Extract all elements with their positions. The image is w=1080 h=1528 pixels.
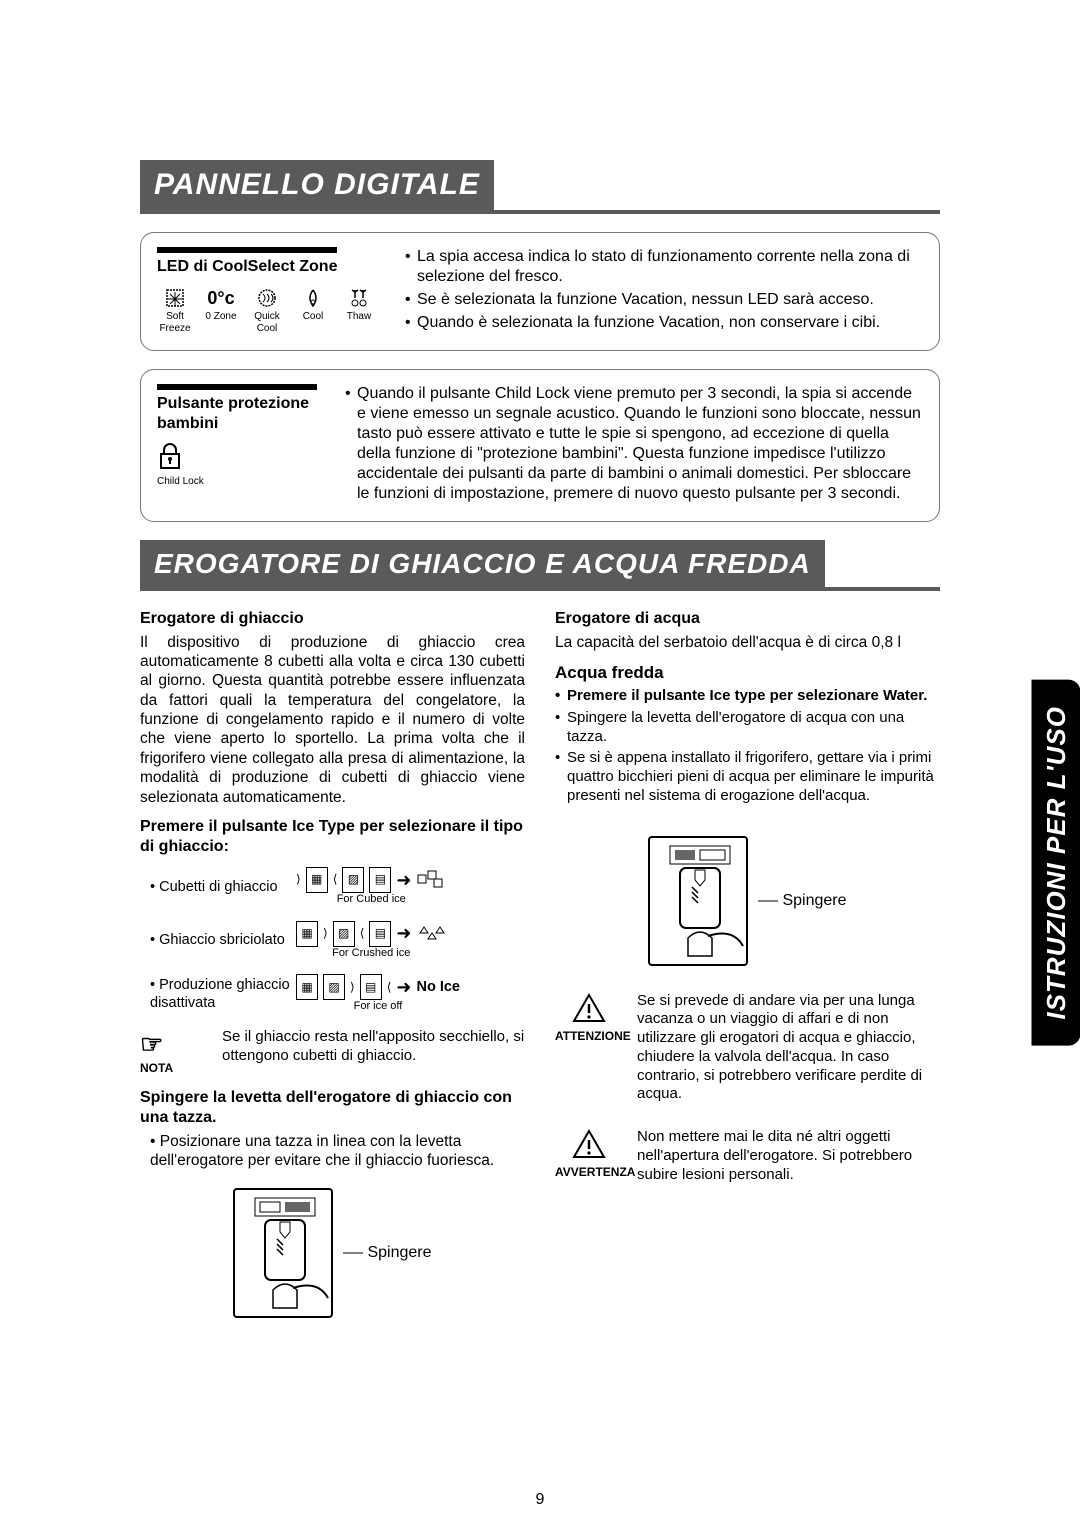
- attenzione-tag: ATTENZIONE: [555, 1029, 623, 1044]
- section1-title: PANNELLO DIGITALE: [140, 160, 494, 210]
- ice-row-cubed: • Cubetti di ghiaccio ⟩▦⟨ ▨ ▤ ➜ For Cube…: [140, 867, 525, 907]
- thaw-icon: Thaw: [341, 287, 377, 336]
- nota-text: Se il ghiaccio resta nell'apposito secch…: [222, 1028, 525, 1066]
- nota-tag: NOTA: [140, 1061, 208, 1076]
- off-sel-icon: ▤: [360, 974, 382, 1000]
- push-line: Spingere: [343, 1243, 431, 1263]
- off-label: Produzione ghiaccio disattivata: [150, 977, 290, 1011]
- zero-zone-caption: 0 Zone: [205, 311, 236, 324]
- leader-line: [343, 1252, 363, 1254]
- ice-heading: Erogatore di ghiaccio: [140, 609, 525, 629]
- cold-water-heading: Acqua fredda: [555, 662, 940, 683]
- ice-dispenser-figure: Spingere: [140, 1188, 525, 1318]
- water-cap: La capacità del serbatoio dell'acqua è d…: [555, 633, 940, 652]
- arrow-icon: ➜: [396, 976, 411, 999]
- cubed-off-icon: ▦: [296, 921, 318, 947]
- water-bullets: Premere il pulsante Ice type per selezio…: [555, 687, 940, 806]
- childlock-box: Pulsante protezione bambini Child Lock Q…: [140, 369, 940, 522]
- push-para: Posizionare una tazza in linea con la le…: [150, 1133, 494, 1169]
- coolselect-right: La spia accesa indica lo stato di funzio…: [405, 247, 923, 336]
- coolselect-label: LED di CoolSelect Zone: [157, 247, 337, 277]
- soft-freeze-caption: Soft Freeze: [157, 311, 193, 336]
- crushed-sel-icon: ▨: [333, 921, 355, 947]
- nota-tag-wrap: ☞ NOTA: [140, 1028, 208, 1076]
- crushed-caption: For Crushed ice: [332, 947, 410, 961]
- avvertenza-row: AVVERTENZA Non mettere mai le dita né al…: [555, 1128, 940, 1184]
- zero-zone-glyph: 0°c: [207, 287, 234, 310]
- warning-icon: [555, 992, 623, 1029]
- dispenser-icon: [233, 1188, 333, 1318]
- childlock-label: Pulsante protezione bambini: [157, 384, 317, 434]
- quick-cool-caption: Quick Cool: [249, 311, 285, 336]
- coolselect-icons: Soft Freeze 0°c 0 Zone Quick Cool Cool T…: [157, 287, 377, 336]
- cubed-sel-icon: ▦: [306, 867, 328, 893]
- avvertenza-text: Non mettere mai le dita né altri oggetti…: [637, 1128, 940, 1184]
- water-bullet: Premere il pulsante Ice type per selezio…: [555, 687, 940, 706]
- dispenser-columns: Erogatore di ghiaccio Il dispositivo di …: [140, 609, 940, 1319]
- warning-icon: [555, 1128, 623, 1165]
- thaw-caption: Thaw: [347, 311, 371, 324]
- coolselect-bullet: Quando è selezionata la funzione Vacatio…: [405, 313, 923, 333]
- crushed-label: Ghiaccio sbriciolato: [159, 932, 285, 948]
- cubes-result-icon: [416, 869, 446, 891]
- push-label-right: Spingere: [782, 891, 846, 911]
- childlock-text: Quando il pulsante Child Lock viene prem…: [345, 384, 923, 507]
- ice-type-heading: Premere il pulsante Ice Type per selezio…: [140, 817, 525, 857]
- ice-row-crushed: • Ghiaccio sbriciolato ▦ ⟩▨⟨ ▤ ➜ For Cru…: [140, 921, 525, 961]
- ice-para: Il dispositivo di produzione di ghiaccio…: [140, 633, 525, 807]
- childlock-icon-wrap: Child Lock: [157, 442, 317, 489]
- coolselect-box: LED di CoolSelect Zone Soft Freeze 0°c 0…: [140, 232, 940, 351]
- coolselect-bullets: La spia accesa indica lo stato di funzio…: [405, 247, 923, 333]
- childlock-para: Quando il pulsante Child Lock viene prem…: [345, 384, 923, 504]
- crushed-off-icon: ▨: [342, 867, 364, 893]
- ice-column: Erogatore di ghiaccio Il dispositivo di …: [140, 609, 525, 1319]
- avvertenza-tag: AVVERTENZA: [555, 1165, 623, 1180]
- attenzione-row: ATTENZIONE Se si prevede di andare via p…: [555, 992, 940, 1105]
- dispenser-icon: [648, 836, 748, 966]
- avvertenza-tag-wrap: AVVERTENZA: [555, 1128, 623, 1180]
- coolselect-bullet: La spia accesa indica lo stato di funzio…: [405, 247, 923, 287]
- zero-zone-icon: 0°c 0 Zone: [203, 287, 239, 336]
- push-line: Spingere: [758, 891, 846, 911]
- nota-row: ☞ NOTA Se il ghiaccio resta nell'apposit…: [140, 1028, 525, 1076]
- water-bullet: Se si è appena installato il frigorifero…: [555, 749, 940, 805]
- coolselect-left: LED di CoolSelect Zone Soft Freeze 0°c 0…: [157, 247, 377, 336]
- push-label-left: Spingere: [367, 1243, 431, 1263]
- quick-cool-icon: Quick Cool: [249, 287, 285, 336]
- leader-line: [758, 900, 778, 902]
- water-dispenser-figure: Spingere: [555, 836, 940, 966]
- arrow-icon: ➜: [396, 869, 411, 892]
- cubed-off-icon: ▦: [296, 974, 318, 1000]
- attenzione-tag-wrap: ATTENZIONE: [555, 992, 623, 1044]
- section2-title-bar: EROGATORE DI GHIACCIO E ACQUA FREDDA: [140, 540, 940, 591]
- hand-icon: ☞: [140, 1028, 208, 1061]
- off-caption: For ice off: [354, 1000, 403, 1014]
- cubed-label: Cubetti di ghiaccio: [159, 879, 278, 895]
- childlock-left: Pulsante protezione bambini Child Lock: [157, 384, 317, 507]
- childlock-caption: Child Lock: [157, 476, 317, 489]
- page-number: 9: [536, 1490, 545, 1510]
- off-off-icon: ▤: [369, 867, 391, 893]
- water-bullet: Spingere la levetta dell'erogatore di ac…: [555, 709, 940, 747]
- crushed-result-icon: [416, 923, 446, 945]
- crushed-off-icon: ▨: [323, 974, 345, 1000]
- soft-freeze-icon: Soft Freeze: [157, 287, 193, 336]
- coolselect-bullet: Se è selezionata la funzione Vacation, n…: [405, 290, 923, 310]
- side-tab: ISTRUZIONI PER L'USO: [1032, 680, 1080, 1046]
- water-heading: Erogatore di acqua: [555, 609, 940, 629]
- section1-title-bar: PANNELLO DIGITALE: [140, 160, 940, 214]
- cubed-caption: For Cubed ice: [337, 893, 406, 907]
- arrow-icon: ➜: [396, 922, 411, 945]
- off-off-icon: ▤: [369, 921, 391, 947]
- attenzione-text: Se si prevede di andare via per una lung…: [637, 992, 940, 1105]
- push-heading: Spingere la levetta dell'erogatore di gh…: [140, 1088, 525, 1128]
- cool-caption: Cool: [303, 311, 324, 324]
- lock-icon: [157, 442, 183, 472]
- cool-icon: Cool: [295, 287, 331, 336]
- noice-text: No Ice: [416, 978, 460, 996]
- ice-row-off: • Produzione ghiaccio disattivata ▦ ▨ ⟩▤…: [140, 974, 525, 1014]
- section2-title: EROGATORE DI GHIACCIO E ACQUA FREDDA: [140, 540, 825, 587]
- water-column: Erogatore di acqua La capacità del serba…: [555, 609, 940, 1319]
